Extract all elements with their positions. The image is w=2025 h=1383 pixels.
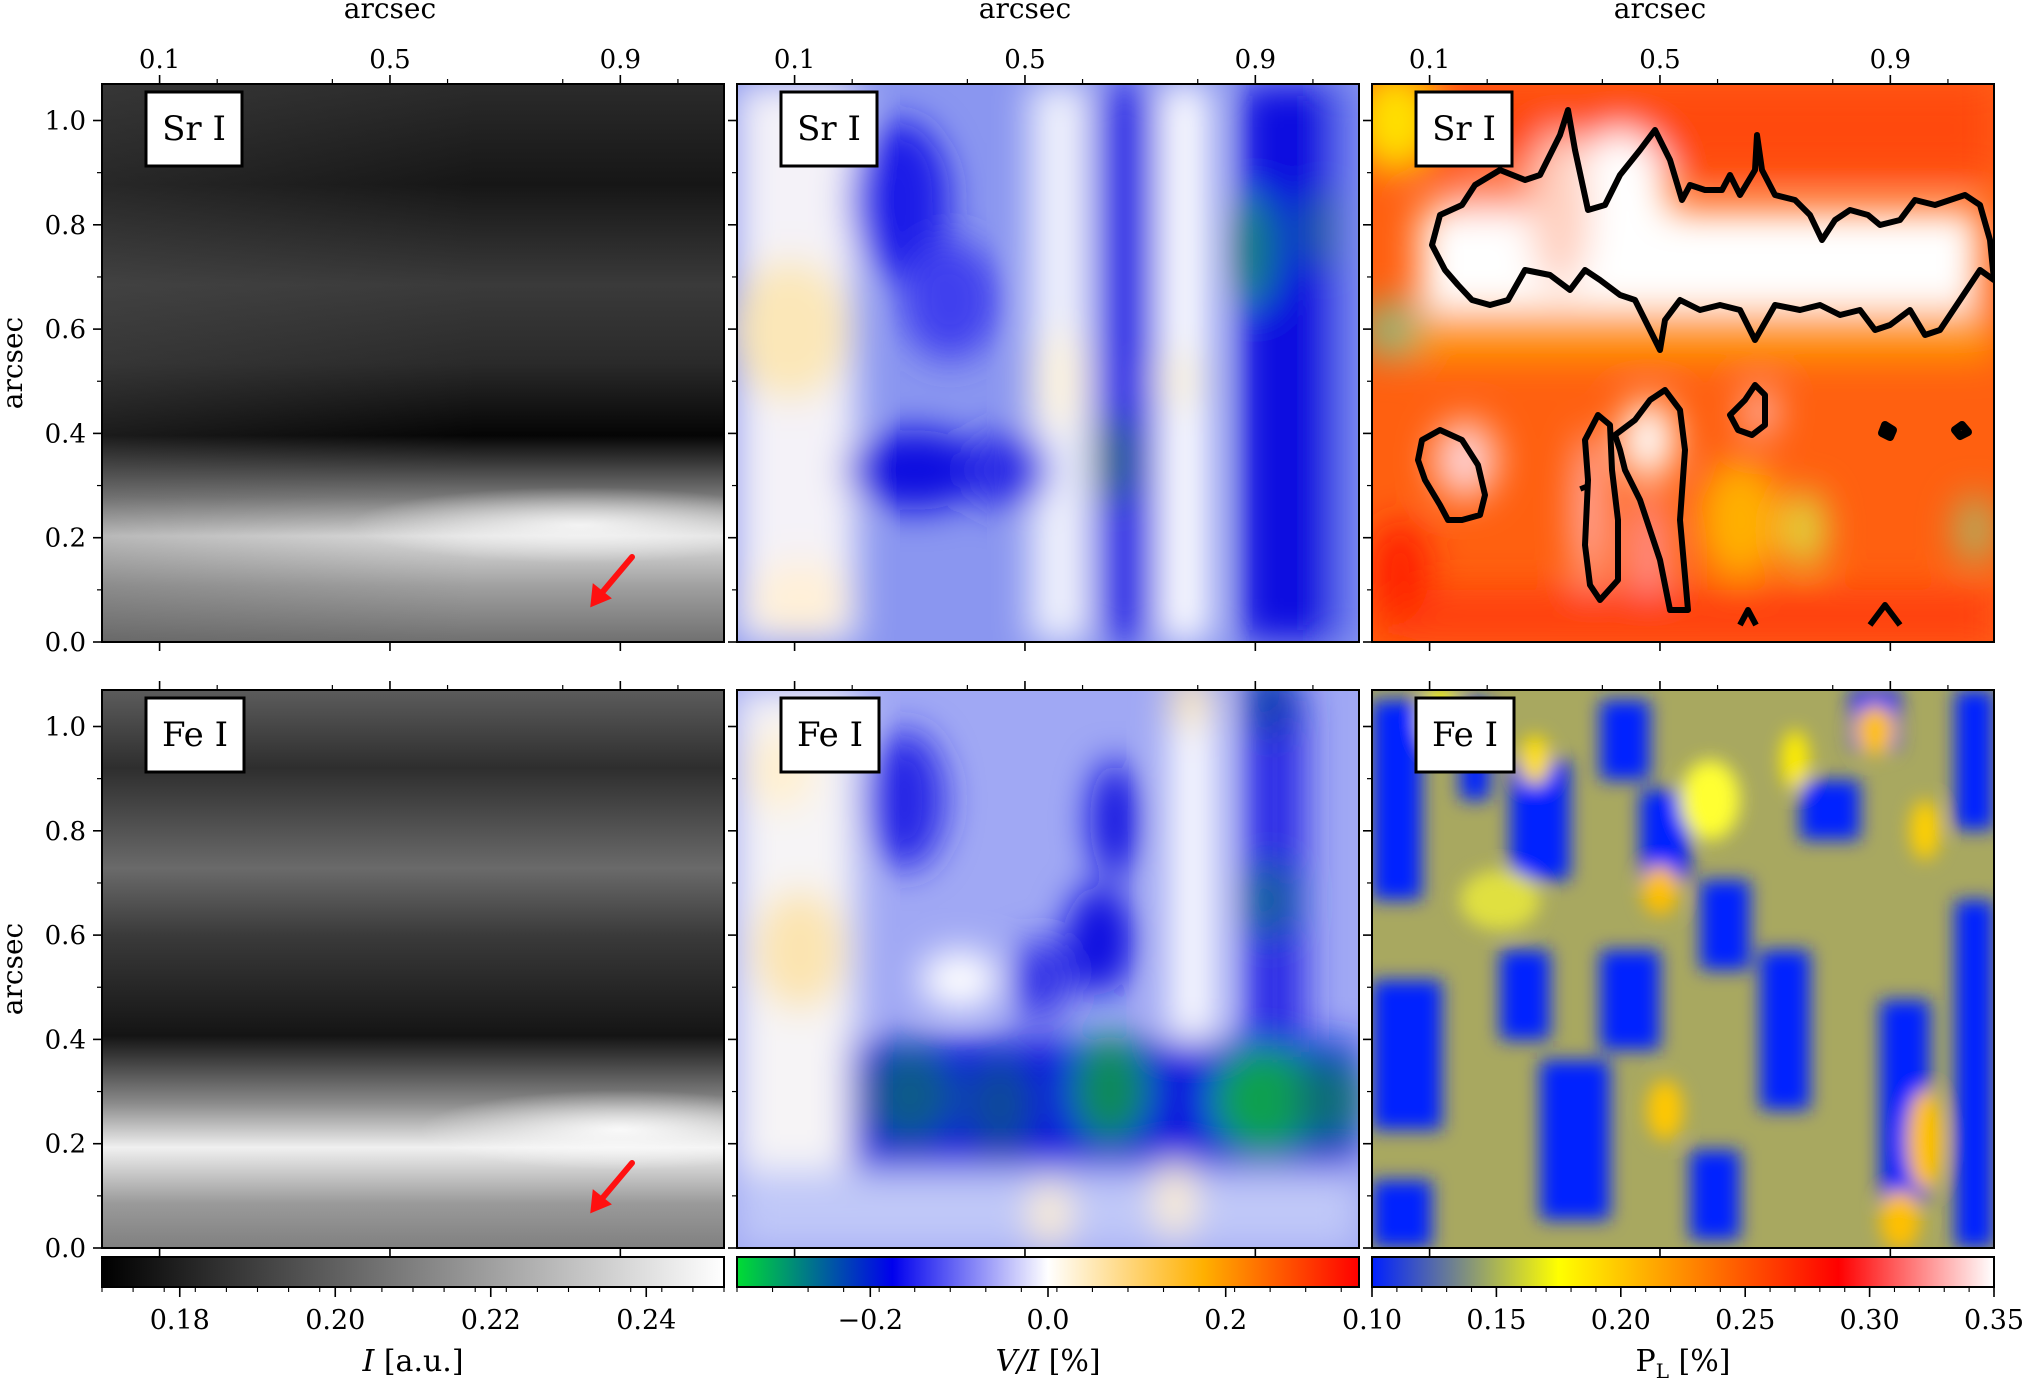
y-axis-title: arcsec	[0, 923, 29, 1015]
x-axis-title: arcsec	[1614, 0, 1706, 25]
y-tick-label: 0.2	[45, 524, 86, 554]
colorbar-tick-label: 0.35	[1964, 1305, 2024, 1336]
panel-label-box	[144, 696, 246, 774]
y-tick-label: 0.4	[45, 1025, 86, 1055]
panel-frame	[1371, 83, 1995, 643]
x-axis-title: arcsec	[979, 0, 1071, 25]
y-tick-label: 1.0	[45, 713, 86, 743]
panel-frame	[1371, 689, 1995, 1249]
panel-sr-vi	[737, 84, 1359, 642]
y-tick-label: 0.6	[45, 315, 86, 345]
colorbar-tick-label: 0.20	[1591, 1305, 1651, 1336]
x-tick-label: 0.1	[774, 45, 815, 75]
y-tick-label: 1.0	[45, 107, 86, 137]
x-tick-label: 0.1	[139, 45, 180, 75]
panel-label: Sr I	[797, 109, 861, 149]
x-tick-label: 0.9	[600, 45, 641, 75]
pl-contours	[1415, 107, 1994, 627]
colorbar	[1371, 1256, 1995, 1288]
colorbar-label: V/I [%]	[995, 1344, 1100, 1379]
panel-fe-vi	[737, 690, 1359, 1248]
colorbar-tick-label: 0.0	[1027, 1305, 1070, 1336]
x-tick-label: 0.5	[1004, 45, 1045, 75]
colorbar-tick-label: 0.10	[1342, 1305, 1402, 1336]
x-tick-label: 0.1	[1409, 45, 1450, 75]
panel-label: Fe I	[797, 715, 863, 755]
panel-label-box	[1414, 90, 1514, 168]
x-axis-title: arcsec	[344, 0, 436, 25]
panel-label-box	[779, 696, 881, 774]
arrow-annotation-fe	[590, 1160, 635, 1214]
x-tick-label: 0.9	[1870, 45, 1911, 75]
colorbar-tick-label: 0.24	[616, 1305, 676, 1336]
panel-fe-intensity	[102, 690, 724, 1248]
colorbar-tick-label: 0.25	[1715, 1305, 1775, 1336]
colorbar-label: I [a.u.]	[361, 1344, 463, 1379]
colorbar	[101, 1256, 725, 1288]
y-tick-label: 0.6	[45, 921, 86, 951]
panel-label-box	[779, 90, 879, 168]
colorbar-tick-label: 0.30	[1840, 1305, 1900, 1336]
colorbar-label: PL [%]	[1636, 1344, 1731, 1383]
panel-label-box	[1414, 696, 1516, 774]
colorbar-tick-label: 0.2	[1204, 1305, 1247, 1336]
y-tick-label: 0.8	[45, 817, 86, 847]
colorbar-tick-label: 0.20	[305, 1305, 365, 1336]
x-tick-label: 0.5	[369, 45, 410, 75]
colorbar-tick-label: 0.18	[150, 1305, 210, 1336]
colorbar-tick-label: 0.15	[1466, 1305, 1526, 1336]
x-tick-label: 0.9	[1235, 45, 1276, 75]
panel-fe-pl	[1372, 690, 1994, 1248]
panel-frame	[736, 83, 1360, 643]
colorbar-tick-label: −0.2	[838, 1305, 904, 1336]
panel-frame	[101, 83, 725, 643]
panel-frame	[736, 689, 1360, 1249]
panel-sr-pl	[1372, 84, 1994, 642]
x-tick-label: 0.5	[1639, 45, 1680, 75]
y-tick-label: 0.8	[45, 211, 86, 241]
panel-label: Sr I	[162, 109, 226, 149]
panel-label: Fe I	[162, 715, 228, 755]
y-tick-label: 0.2	[45, 1130, 86, 1160]
panel-frame	[101, 689, 725, 1249]
panel-label: Fe I	[1432, 715, 1498, 755]
y-tick-label: 0.4	[45, 419, 86, 449]
colorbar	[736, 1256, 1360, 1288]
panel-sr-intensity	[102, 84, 724, 642]
colorbar-tick-label: 0.22	[461, 1305, 521, 1336]
y-tick-label: 0.0	[45, 1234, 86, 1264]
arrow-annotation-sr	[590, 554, 635, 608]
panel-label: Sr I	[1432, 109, 1496, 149]
panel-label-box	[144, 90, 244, 168]
y-tick-label: 0.0	[45, 628, 86, 658]
y-axis-title: arcsec	[0, 317, 29, 409]
